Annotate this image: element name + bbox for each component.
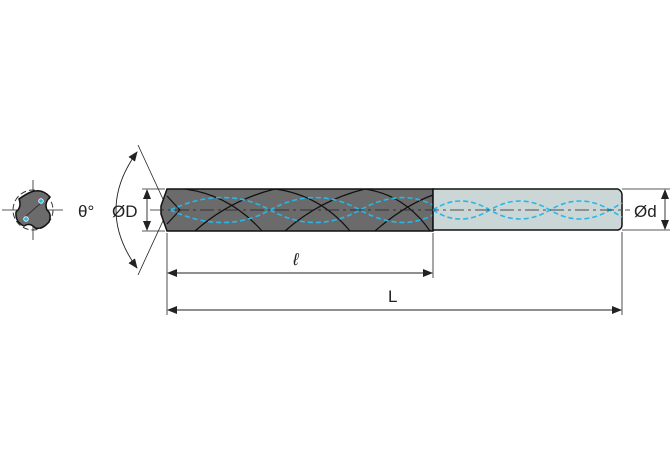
flute-length-dimension	[166, 233, 434, 315]
drill-shank	[432, 188, 623, 231]
overall-length-dimension	[167, 232, 623, 315]
shank-diameter-dimension	[622, 188, 670, 231]
flute-length-label: ℓ	[292, 250, 299, 269]
body-diameter-dimension	[142, 188, 165, 232]
shank-diameter-label: Ød	[634, 202, 657, 221]
overall-length-label: L	[388, 287, 397, 306]
drill-body	[160, 188, 434, 232]
angle-label: θ°	[78, 202, 94, 221]
end-view	[2, 180, 63, 240]
body-diameter-label: ØD	[112, 202, 138, 221]
